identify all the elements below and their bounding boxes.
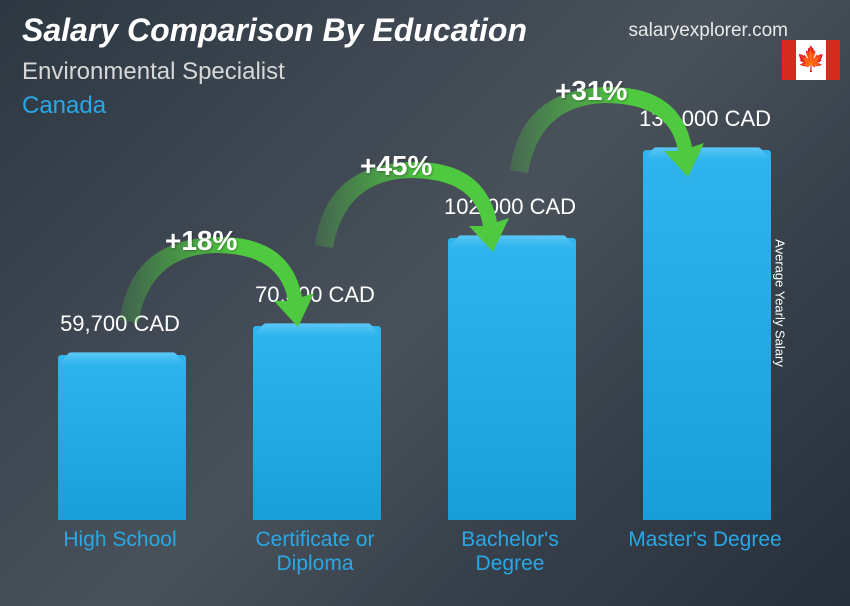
attribution-label: salaryexplorer.com xyxy=(629,20,788,42)
canada-flag-icon: 🍁 xyxy=(782,40,840,80)
bar xyxy=(448,238,576,520)
percent-increase-label: +18% xyxy=(165,225,237,257)
infographic-container: Salary Comparison By Education Environme… xyxy=(0,0,850,606)
bar xyxy=(253,326,381,520)
bar xyxy=(58,355,186,520)
x-axis-label: Bachelor's Degree xyxy=(430,528,590,576)
percent-increase-label: +45% xyxy=(360,150,432,182)
bar xyxy=(643,150,771,520)
bar-top-face xyxy=(58,353,186,366)
subtitle: Environmental Specialist xyxy=(22,58,285,86)
main-title: Salary Comparison By Education xyxy=(22,12,527,49)
percent-increase-label: +31% xyxy=(555,75,627,107)
maple-leaf-icon: 🍁 xyxy=(796,48,826,72)
country-label: Canada xyxy=(22,92,106,120)
x-axis-label: Master's Degree xyxy=(625,528,785,552)
chart-area: 59,700 CADHigh School70,300 CADCertifica… xyxy=(30,130,820,570)
x-axis-label: Certificate or Diploma xyxy=(235,528,395,576)
x-axis-label: High School xyxy=(40,528,200,552)
